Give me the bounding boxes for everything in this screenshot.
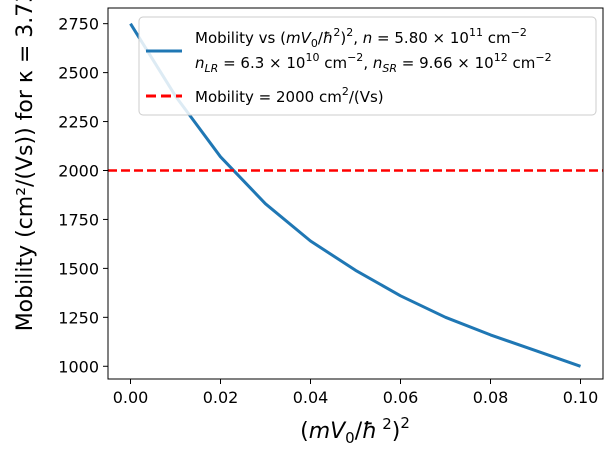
x-tick-label: 0.06: [383, 388, 419, 407]
x-tick-label: 0.02: [203, 388, 239, 407]
plot-frame: [107, 7, 604, 380]
y-axis: 1000 1250 1500 1750 2000 2250 2500 2750: [58, 15, 108, 376]
plot-lines: [108, 22, 603, 368]
x-tick-label: 0.08: [473, 388, 509, 407]
y-tick-label: 1500: [58, 259, 99, 278]
y-tick-label: 1000: [58, 357, 99, 376]
x-tick-label: 0.00: [113, 388, 149, 407]
y-tick-label: 2250: [58, 113, 99, 132]
x-tick-label: 0.04: [293, 388, 329, 407]
y-tick-label: 1750: [58, 210, 99, 229]
y-tick-label: 2500: [58, 64, 99, 83]
x-axis-label: (mV0/ħ 2)2: [300, 414, 410, 447]
x-axis: 0.00 0.02 0.04 0.06 0.08 0.10: [113, 379, 599, 407]
legend-entry-mobility-line2: nLR = 6.3 × 1010 cm−2, nSR = 9.66 × 1012…: [195, 51, 552, 75]
x-tick-label: 0.10: [563, 388, 599, 407]
y-tick-label: 1250: [58, 308, 99, 327]
legend: Mobility vs (mV0/ħ2)2, n = 5.80 × 1011 c…: [138, 16, 597, 116]
legend-box: [138, 16, 597, 116]
y-axis-label: Mobility (cm²/(Vs)) for κ = 3.73: [13, 0, 38, 331]
y-tick-label: 2750: [58, 15, 99, 34]
legend-entry-reference: Mobility = 2000 cm2/(Vs): [195, 85, 384, 106]
y-tick-label: 2000: [58, 161, 99, 180]
series-line-mobility: [129, 22, 581, 368]
legend-entry-mobility-line1: Mobility vs (mV0/ħ2)2, n = 5.80 × 1011 c…: [195, 26, 527, 50]
